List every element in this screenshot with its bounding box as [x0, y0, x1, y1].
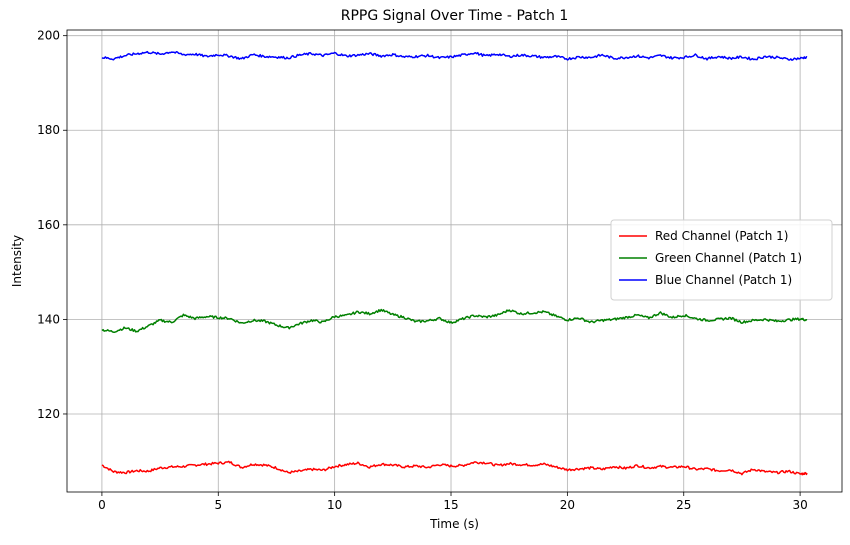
series-layer: [101, 50, 808, 476]
y-tick-label: 120: [37, 407, 60, 421]
x-tick-label: 20: [560, 498, 575, 512]
legend-label: Green Channel (Patch 1): [655, 251, 802, 265]
series-line-2: [101, 50, 808, 61]
x-tick-label: 30: [792, 498, 807, 512]
y-tick-label: 180: [37, 123, 60, 137]
y-axis-label: Intensity: [10, 235, 24, 287]
series-line-1: [101, 308, 808, 333]
x-axis-ticks: 0 5 10 15 20 25 30: [98, 492, 808, 512]
y-tick-label: 160: [37, 218, 60, 232]
series-line-0: [101, 460, 808, 476]
x-axis-label: Time (s): [429, 517, 479, 531]
y-tick-label: 140: [37, 312, 60, 326]
y-axis-ticks: 120 140 160 180 200: [37, 29, 67, 421]
legend-label: Red Channel (Patch 1): [655, 229, 788, 243]
x-tick-label: 15: [443, 498, 458, 512]
legend: Red Channel (Patch 1) Green Channel (Patc…: [610, 219, 833, 301]
chart-title: RPPG Signal Over Time - Patch 1: [341, 8, 569, 24]
legend-label: Blue Channel (Patch 1): [655, 273, 792, 287]
y-tick-label: 200: [37, 29, 60, 43]
x-tick-label: 10: [327, 498, 342, 512]
plot-frame: [66, 29, 843, 493]
x-tick-label: 5: [214, 498, 222, 512]
legend-box: [610, 219, 833, 301]
x-tick-label: 0: [98, 498, 106, 512]
x-tick-label: 25: [676, 498, 691, 512]
